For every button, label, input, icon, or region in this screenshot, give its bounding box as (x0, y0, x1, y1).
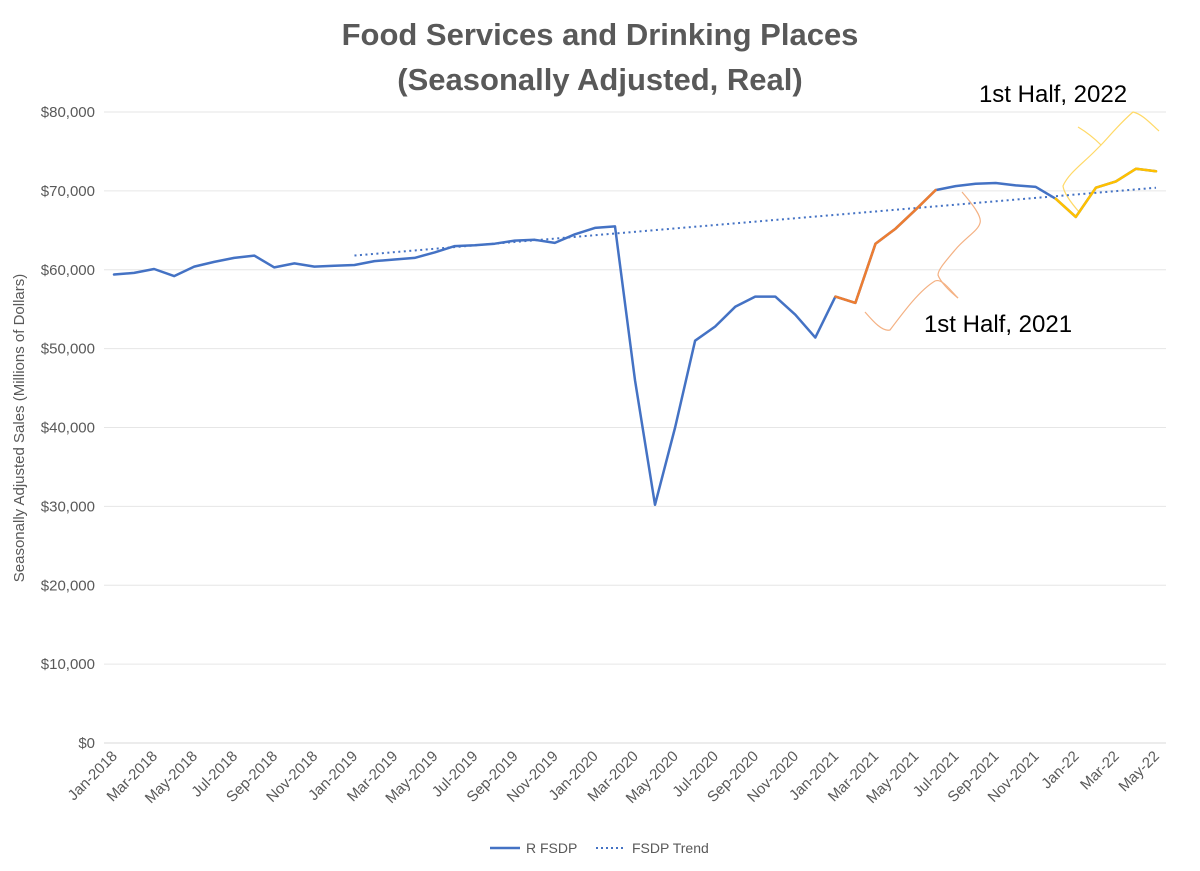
annotation-1st-half-2021: 1st Half, 2021 (924, 311, 1072, 338)
chart-subtitle: (Seasonally Adjusted, Real) (397, 62, 802, 97)
y-tick-label: $60,000 (41, 262, 95, 279)
y-tick-label: $40,000 (41, 420, 95, 437)
y-axis-label: Seasonally Adjusted Sales (Millions of D… (11, 274, 28, 582)
legend-label-fsdp-trend: FSDP Trend (632, 840, 709, 856)
highlight-segment-1st-half-2021 (834, 188, 937, 305)
legend: R FSDP FSDP Trend (490, 840, 709, 856)
series-line-fsdp-trend (354, 186, 1157, 257)
highlight-segment-1st-half-2022 (1054, 167, 1158, 219)
annotation-brackets (864, 111, 1160, 331)
legend-label-r-fsdp: R FSDP (526, 840, 577, 856)
series-line-r-fsdp (112, 167, 1158, 507)
chart-title: Food Services and Drinking Places (342, 17, 859, 52)
y-tick-label: $20,000 (41, 577, 95, 594)
y-tick-label: $70,000 (41, 183, 95, 200)
y-tick-label: $0 (78, 735, 95, 752)
trend-layer (354, 186, 1157, 257)
y-axis-ticks: $0 $10,000 $20,000 $30,000 $40,000 $50,000 $60… (41, 104, 95, 752)
series-layer (112, 167, 1158, 507)
annotation-1st-half-2022: 1st Half, 2022 (979, 81, 1127, 108)
bracket-2021-lower (864, 279, 959, 331)
grid-layer (104, 111, 1166, 744)
y-tick-label: $10,000 (41, 656, 95, 673)
y-tick-label: $30,000 (41, 498, 95, 515)
bracket-2021-upper (937, 191, 981, 299)
y-tick-label: $50,000 (41, 341, 95, 358)
bracket-2022-upper (1077, 111, 1160, 146)
y-tick-label: $80,000 (41, 104, 95, 121)
bracket-2022-lower (1062, 144, 1102, 214)
